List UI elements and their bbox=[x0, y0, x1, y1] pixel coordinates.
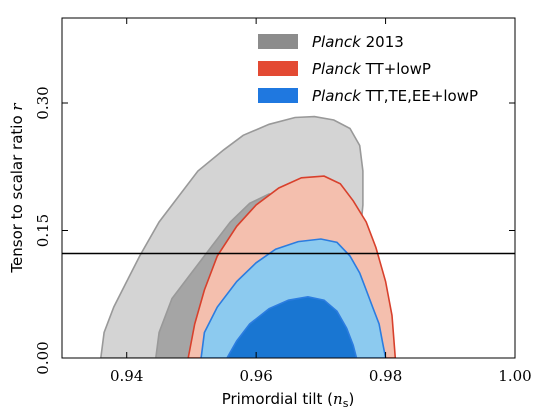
x-tick-label: 1.00 bbox=[498, 367, 531, 385]
x-tick-label: 0.94 bbox=[110, 367, 143, 385]
x-tick-label: 0.96 bbox=[239, 367, 272, 385]
y-tick-label: 0.15 bbox=[34, 214, 52, 247]
y-axis-label: Tensor to scalar ratio r bbox=[8, 103, 26, 274]
legend-swatch-3 bbox=[258, 88, 298, 103]
x-tick-label: 0.98 bbox=[369, 367, 402, 385]
legend-label-3: Planck TT,TE,EE+lowP bbox=[312, 87, 478, 105]
legend-label-1: Planck 2013 bbox=[312, 33, 404, 51]
series-3-inner-contour bbox=[226, 295, 358, 358]
x-axis-label: Primordial tilt (ns) bbox=[222, 390, 355, 410]
legend-swatch-2 bbox=[258, 61, 298, 76]
contour-layer bbox=[99, 115, 397, 358]
plot-frame bbox=[61, 17, 516, 359]
legend: Planck 2013 Planck TT+lowP Planck TT,TE,EE… bbox=[258, 33, 478, 105]
legend-swatch-1 bbox=[258, 34, 298, 49]
legend-label-2: Planck TT+lowP bbox=[312, 60, 431, 78]
y-axis: 0.00 0.15 0.30 bbox=[34, 86, 515, 375]
y-tick-label: 0.30 bbox=[34, 86, 52, 119]
x-axis: 0.94 0.96 0.98 1.00 bbox=[110, 18, 532, 385]
y-tick-label: 0.00 bbox=[34, 341, 52, 374]
